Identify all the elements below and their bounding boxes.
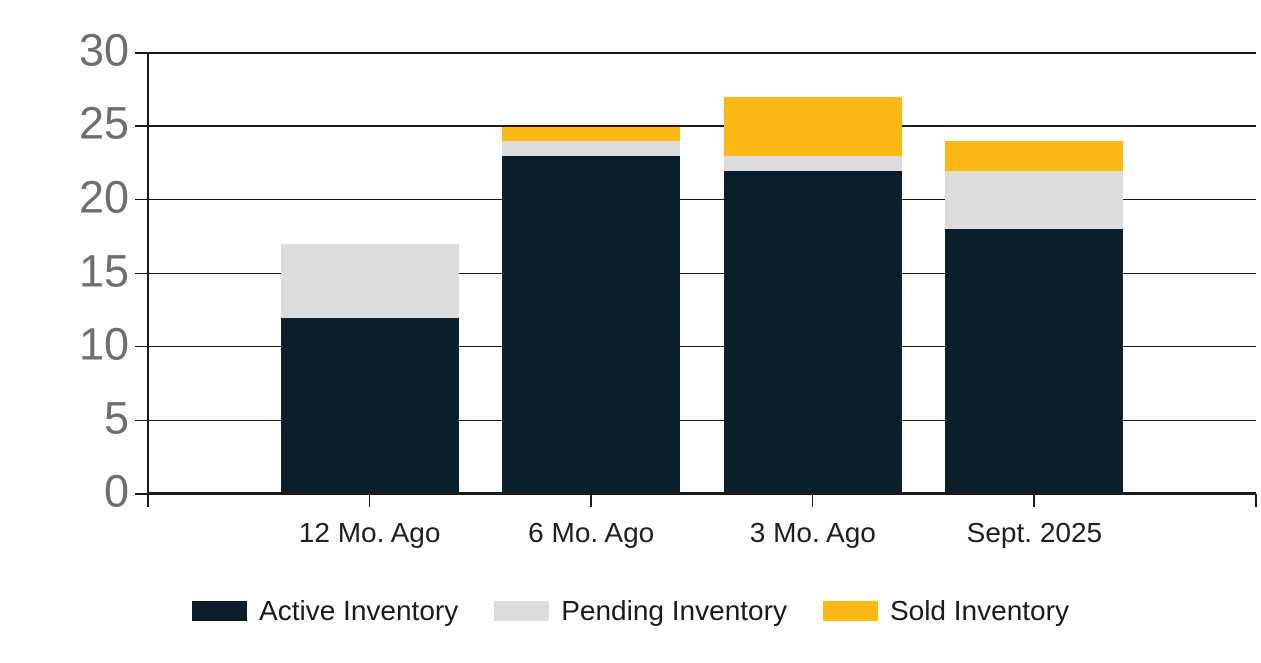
bar-segment-active-inventory xyxy=(280,317,459,494)
bar-group-3-mo-ago xyxy=(723,53,902,494)
y-axis-line xyxy=(147,53,149,494)
x-axis-line xyxy=(148,492,1256,495)
bar-group-12-mo-ago xyxy=(280,53,459,494)
x-axis-label: Sept. 2025 xyxy=(966,517,1103,548)
y-axis-label: 5 xyxy=(103,392,129,443)
y-axis-label: 0 xyxy=(103,465,129,517)
gridline-15 xyxy=(135,272,1256,274)
bar-segment-active-inventory xyxy=(502,155,681,494)
y-axis-labels: 0 5 10 15 20 25 30 xyxy=(0,28,133,514)
bar-segment-active-inventory xyxy=(723,170,902,494)
legend: Active Inventory Pending Inventory Sold In… xyxy=(0,595,1261,627)
bar-segment-sold-inventory xyxy=(945,141,1124,171)
x-axis-label: 3 Mo. Ago xyxy=(749,517,876,548)
bar-group-6-mo-ago xyxy=(502,53,681,494)
bar-segment-sold-inventory xyxy=(502,126,681,142)
bar-segment-pending-inventory xyxy=(723,155,902,171)
x-axis-tick xyxy=(1033,494,1036,507)
bar-group-sept-2025 xyxy=(945,53,1124,494)
legend-label: Pending Inventory xyxy=(561,595,787,626)
x-axis-tick xyxy=(147,494,149,507)
x-axis-tick xyxy=(368,494,371,507)
legend-label: Sold Inventory xyxy=(889,595,1069,626)
y-axis-label: 10 xyxy=(78,318,129,370)
gridline-25 xyxy=(135,125,1256,127)
legend-item-sold-inventory: Sold Inventory xyxy=(822,595,1069,627)
bar-segment-pending-inventory xyxy=(502,141,681,156)
bar-segment-pending-inventory xyxy=(945,170,1124,230)
legend-label: Active Inventory xyxy=(259,595,459,626)
bar-segment-sold-inventory xyxy=(723,97,902,156)
legend-swatch-pending-inventory-icon xyxy=(494,601,550,621)
x-axis-labels: 12 Mo. Ago 6 Mo. Ago 3 Mo. Ago Sept. 2025 xyxy=(148,517,1256,557)
x-axis-tick xyxy=(811,494,814,507)
x-axis-label: 6 Mo. Ago xyxy=(528,517,655,548)
gridline-20 xyxy=(135,198,1256,201)
y-axis-label: 20 xyxy=(78,171,129,223)
plot-area xyxy=(135,52,1257,507)
legend-item-pending-inventory: Pending Inventory xyxy=(494,595,787,627)
bar-segment-active-inventory xyxy=(945,229,1124,494)
gridline-30 xyxy=(135,52,1256,54)
y-axis-label: 30 xyxy=(78,24,129,76)
bar-segment-pending-inventory xyxy=(280,244,459,318)
y-axis-label: 15 xyxy=(78,245,129,296)
legend-swatch-active-inventory-icon xyxy=(192,601,248,621)
y-axis-label: 25 xyxy=(78,97,129,149)
gridline-10 xyxy=(135,345,1256,348)
gridline-5 xyxy=(135,419,1256,421)
x-axis-label: 12 Mo. Ago xyxy=(298,517,441,548)
x-axis-tick xyxy=(1255,494,1257,507)
legend-swatch-sold-inventory-icon xyxy=(822,601,878,621)
x-axis-tick xyxy=(590,494,592,507)
legend-item-active-inventory: Active Inventory xyxy=(192,595,458,627)
